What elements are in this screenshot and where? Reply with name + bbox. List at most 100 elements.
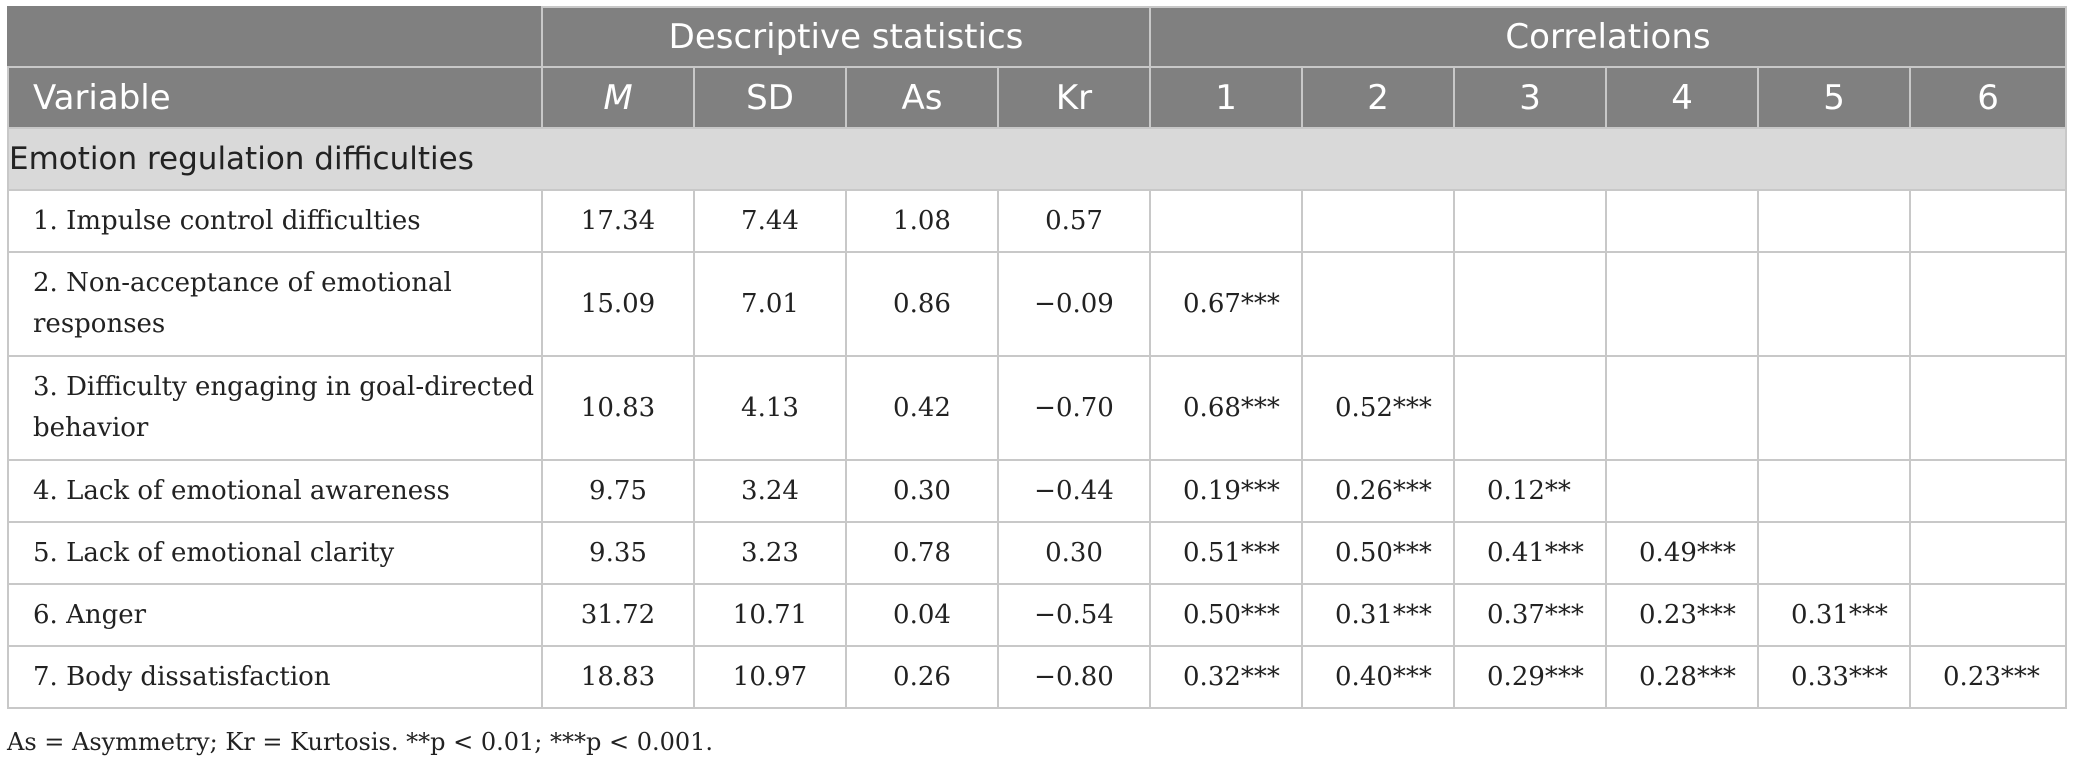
cell-corr-5 xyxy=(1757,251,1912,357)
column-header-row: Variable M SD As Kr 1 2 3 4 5 6 xyxy=(7,66,2068,129)
section-title: Emotion regulation difficulties xyxy=(6,127,2068,191)
cell-corr-5: 0.33*** xyxy=(1757,645,1912,709)
cell-corr-1: 0.32*** xyxy=(1149,645,1304,709)
column-header-as: As xyxy=(845,66,999,129)
row-label: 3. Difficulty engaging in goal-directed … xyxy=(7,355,543,461)
cell-corr-6 xyxy=(1909,355,2068,461)
cell-corr-1: 0.68*** xyxy=(1149,355,1304,461)
row-label: 7. Body dissatisfaction xyxy=(7,645,543,709)
cell-as: 0.42 xyxy=(845,355,999,461)
cell-corr-3: 0.37*** xyxy=(1453,583,1608,647)
group-header-blank xyxy=(7,6,543,68)
table-row: 2. Non-acceptance of emotional responses… xyxy=(7,251,2068,357)
cell-m: 18.83 xyxy=(541,645,695,709)
cell-corr-4 xyxy=(1605,355,1760,461)
statistics-table: Descriptive statistics Correlations Vari… xyxy=(6,6,2068,709)
column-header-sd: SD xyxy=(693,66,847,129)
cell-as: 0.26 xyxy=(845,645,999,709)
cell-m: 15.09 xyxy=(541,251,695,357)
table-row: 5. Lack of emotional clarity 9.35 3.23 0… xyxy=(7,521,2068,585)
table-row: 3. Difficulty engaging in goal-directed … xyxy=(7,355,2068,461)
cell-corr-2: 0.31*** xyxy=(1301,583,1456,647)
cell-corr-2: 0.40*** xyxy=(1301,645,1456,709)
column-header-corr-1: 1 xyxy=(1149,66,1304,129)
cell-kr: −0.70 xyxy=(996,355,1152,461)
cell-as: 1.08 xyxy=(845,189,999,253)
table-footnote: As = Asymmetry; Kr = Kurtosis. **p < 0.0… xyxy=(7,728,714,756)
cell-corr-3 xyxy=(1453,189,1608,253)
cell-corr-3 xyxy=(1453,251,1608,357)
cell-as: 0.04 xyxy=(845,583,999,647)
cell-corr-2: 0.52*** xyxy=(1301,355,1456,461)
cell-corr-3: 0.12** xyxy=(1453,459,1608,523)
table-row: 6. Anger 31.72 10.71 0.04 −0.54 0.50*** … xyxy=(7,583,2068,647)
cell-kr: −0.44 xyxy=(996,459,1152,523)
cell-kr: 0.30 xyxy=(996,521,1152,585)
cell-corr-6: 0.23*** xyxy=(1909,645,2068,709)
cell-as: 0.86 xyxy=(845,251,999,357)
table-row: 1. Impulse control difficulties 17.34 7.… xyxy=(7,189,2068,253)
column-header-corr-6: 6 xyxy=(1909,66,2068,129)
cell-corr-6 xyxy=(1909,189,2068,253)
cell-corr-1 xyxy=(1149,189,1304,253)
cell-corr-6 xyxy=(1909,251,2068,357)
cell-corr-3: 0.29*** xyxy=(1453,645,1608,709)
group-header-descriptive: Descriptive statistics xyxy=(540,6,1152,68)
cell-sd: 3.24 xyxy=(693,459,847,523)
cell-corr-1: 0.19*** xyxy=(1149,459,1304,523)
cell-corr-5 xyxy=(1757,459,1912,523)
cell-sd: 4.13 xyxy=(693,355,847,461)
cell-corr-5 xyxy=(1757,521,1912,585)
cell-corr-5 xyxy=(1757,355,1912,461)
cell-corr-4: 0.28*** xyxy=(1605,645,1760,709)
column-header-corr-2: 2 xyxy=(1301,66,1456,129)
cell-corr-4 xyxy=(1605,251,1760,357)
cell-corr-6 xyxy=(1909,459,2068,523)
cell-corr-2 xyxy=(1301,189,1456,253)
table-row: 7. Body dissatisfaction 18.83 10.97 0.26… xyxy=(7,645,2068,709)
cell-corr-4: 0.23*** xyxy=(1605,583,1760,647)
cell-corr-5 xyxy=(1757,189,1912,253)
column-header-kr: Kr xyxy=(996,66,1152,129)
cell-kr: 0.57 xyxy=(996,189,1152,253)
cell-corr-6 xyxy=(1909,521,2068,585)
cell-m: 31.72 xyxy=(541,583,695,647)
row-label: 4. Lack of emotional awareness xyxy=(7,459,543,523)
cell-corr-5: 0.31*** xyxy=(1757,583,1912,647)
column-header-m: M xyxy=(541,66,695,129)
cell-corr-3 xyxy=(1453,355,1608,461)
cell-m: 9.75 xyxy=(541,459,695,523)
cell-corr-3: 0.41*** xyxy=(1453,521,1608,585)
row-label: 2. Non-acceptance of emotional responses xyxy=(7,251,543,357)
cell-as: 0.78 xyxy=(845,521,999,585)
row-label: 5. Lack of emotional clarity xyxy=(7,521,543,585)
cell-as: 0.30 xyxy=(845,459,999,523)
column-header-variable: Variable xyxy=(7,66,543,129)
statistics-table-container: Descriptive statistics Correlations Vari… xyxy=(6,6,2068,709)
cell-kr: −0.09 xyxy=(996,251,1152,357)
row-label: 6. Anger xyxy=(7,583,543,647)
cell-sd: 10.71 xyxy=(693,583,847,647)
cell-sd: 10.97 xyxy=(693,645,847,709)
cell-corr-1: 0.50*** xyxy=(1149,583,1304,647)
row-label: 1. Impulse control difficulties xyxy=(7,189,543,253)
cell-m: 10.83 xyxy=(541,355,695,461)
cell-m: 17.34 xyxy=(541,189,695,253)
cell-m: 9.35 xyxy=(541,521,695,585)
table-row: 4. Lack of emotional awareness 9.75 3.24… xyxy=(7,459,2068,523)
cell-corr-2: 0.26*** xyxy=(1301,459,1456,523)
cell-corr-4: 0.49*** xyxy=(1605,521,1760,585)
column-header-corr-3: 3 xyxy=(1453,66,1608,129)
cell-corr-1: 0.67*** xyxy=(1149,251,1304,357)
cell-kr: −0.54 xyxy=(996,583,1152,647)
cell-corr-2: 0.50*** xyxy=(1301,521,1456,585)
cell-corr-4 xyxy=(1605,189,1760,253)
cell-sd: 3.23 xyxy=(693,521,847,585)
cell-corr-2 xyxy=(1301,251,1456,357)
group-header-correlations: Correlations xyxy=(1149,6,2068,68)
group-header-row: Descriptive statistics Correlations xyxy=(7,6,2068,68)
column-header-corr-4: 4 xyxy=(1605,66,1760,129)
cell-corr-6 xyxy=(1909,583,2068,647)
section-row: Emotion regulation difficulties xyxy=(6,127,2068,191)
cell-sd: 7.44 xyxy=(693,189,847,253)
